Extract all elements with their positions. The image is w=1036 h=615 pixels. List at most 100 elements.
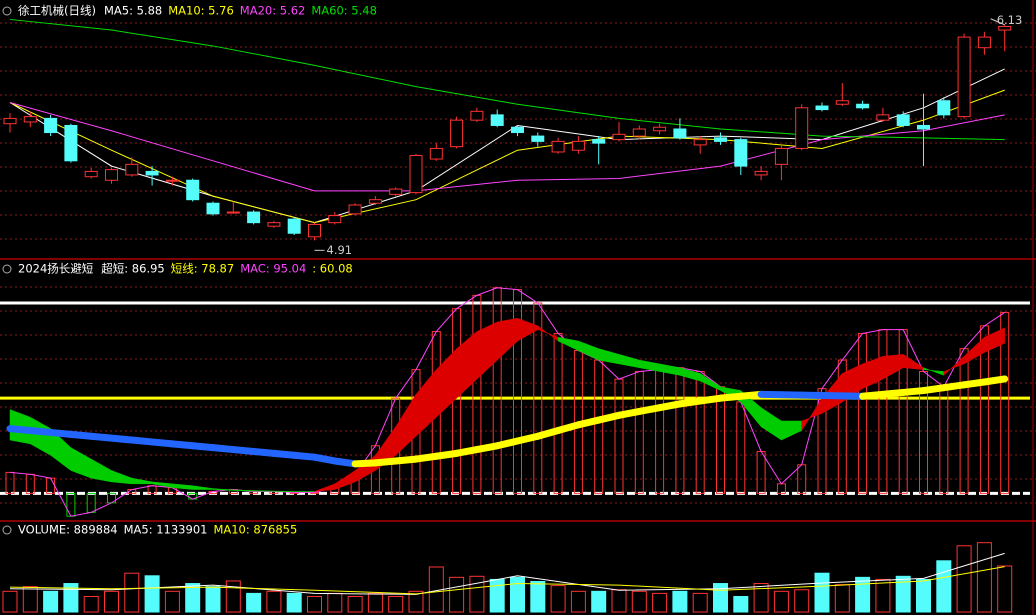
volume-bar — [22, 586, 38, 613]
volume-bar — [570, 590, 586, 613]
volume-bar — [814, 572, 830, 613]
volume-bar — [773, 590, 789, 613]
volume-bar — [307, 595, 322, 613]
candle-body — [917, 124, 930, 130]
volume-bar — [327, 592, 343, 613]
ma-line — [9, 18, 1005, 141]
legend-label: : 60.08 — [312, 262, 352, 276]
volume-bar — [591, 590, 607, 613]
volume-bar — [408, 590, 424, 613]
volume-bar — [449, 576, 465, 613]
candle-body — [84, 170, 98, 178]
candle-body — [531, 135, 545, 142]
panel-title: 2024扬长避短 — [18, 262, 94, 276]
volume-bar — [652, 592, 668, 613]
candle-body — [876, 114, 890, 121]
legend-label: MA5: 5.88 — [104, 4, 162, 18]
volume-bar — [164, 590, 180, 613]
candle-body — [856, 103, 870, 109]
volume-bar — [510, 576, 525, 613]
candle-body — [673, 128, 687, 139]
candle-body — [429, 147, 443, 160]
candle-body — [64, 124, 78, 162]
volume-bar — [367, 592, 383, 613]
legend-label: 超短: 86.95 — [101, 262, 164, 276]
band-segment — [273, 490, 295, 493]
volume-bar — [266, 590, 282, 613]
legend-label: 短线: 78.87 — [171, 262, 234, 276]
volume-bar — [855, 576, 871, 613]
candle-body — [734, 139, 748, 167]
volume-bar — [43, 590, 59, 613]
trend-segment — [534, 427, 562, 440]
panel-icon[interactable] — [2, 6, 12, 16]
annotation-label: 6.13 — [997, 13, 1023, 27]
legend-label: MAC: 95.04 — [240, 262, 306, 276]
candle-body — [105, 169, 118, 181]
legend-label: MA60: 5.48 — [311, 4, 377, 18]
volume-bar — [753, 583, 769, 613]
candle-body — [145, 170, 159, 176]
volume-bar — [976, 542, 992, 613]
candle-body — [409, 155, 423, 194]
candle-body — [957, 36, 971, 118]
volume-bar — [672, 590, 688, 613]
volume-bar — [895, 575, 911, 613]
ma-line — [9, 566, 1005, 595]
candle-body — [186, 179, 200, 201]
candle-body — [714, 137, 727, 142]
volume-bar — [489, 578, 505, 613]
volume-bar — [834, 584, 850, 613]
volume-bar — [286, 592, 302, 613]
legend-label: MA5: 1133901 — [124, 523, 208, 537]
candle-body — [308, 223, 321, 238]
candle-body — [612, 133, 626, 141]
candle-body — [165, 179, 179, 182]
volume-bar — [83, 595, 99, 613]
candle-body — [125, 163, 139, 176]
volume-bar — [794, 589, 810, 613]
volume-bar — [388, 595, 404, 613]
ma-line — [9, 89, 1005, 224]
volume-bar — [347, 595, 363, 613]
volume-bar — [2, 590, 18, 613]
volume-bar — [631, 590, 647, 613]
volume-bar — [875, 578, 891, 613]
candle-body — [754, 170, 768, 176]
panel-icon[interactable] — [2, 525, 12, 535]
candle-body — [592, 139, 606, 144]
volume-bar — [205, 586, 221, 613]
candle-body — [389, 188, 403, 195]
panel-icon[interactable] — [2, 264, 12, 274]
candle-body — [206, 202, 220, 215]
ma-line — [9, 552, 1005, 595]
annotation-arrow — [990, 18, 1005, 26]
candle-body — [44, 117, 58, 134]
legend-label: MA10: 5.76 — [168, 4, 234, 18]
volume-bar — [185, 583, 201, 613]
candle-body — [267, 222, 281, 227]
candle-body — [795, 107, 809, 149]
volume-bar — [733, 595, 749, 613]
candle-body — [998, 26, 1012, 31]
candle-body — [226, 211, 240, 214]
mac-line — [9, 287, 1005, 517]
legend-label: MA10: 876855 — [213, 523, 297, 537]
candle-body — [693, 139, 707, 146]
volume-bar — [956, 545, 972, 613]
legend-label: MA20: 5.62 — [240, 4, 306, 18]
candle-body — [835, 100, 849, 105]
candle-body — [815, 105, 829, 111]
candle-body — [551, 140, 565, 153]
volume-bar — [225, 580, 241, 613]
candle-body — [937, 100, 951, 116]
candle-body — [653, 126, 667, 132]
trend-segment — [980, 375, 1009, 386]
candle-body — [470, 110, 484, 121]
candle-body — [977, 36, 991, 49]
candle-body — [247, 211, 261, 224]
candle-body — [450, 119, 464, 148]
candle-body — [328, 215, 342, 224]
volume-bar — [936, 560, 952, 613]
